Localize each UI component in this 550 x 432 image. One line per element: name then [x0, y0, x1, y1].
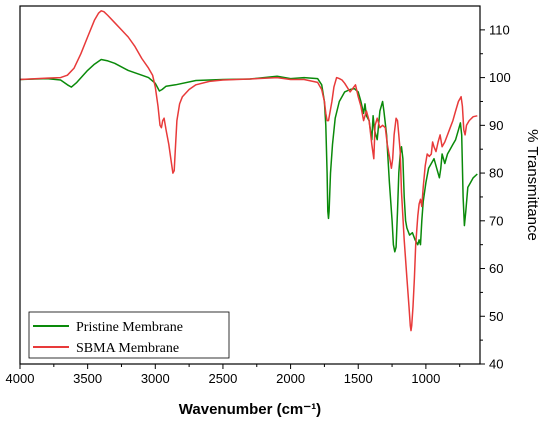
x-tick-label: 4000: [6, 371, 35, 386]
x-tick-label: 1500: [344, 371, 373, 386]
y-tick-label: 90: [489, 118, 503, 133]
x-tick-label: 3000: [141, 371, 170, 386]
y-tick-label: 40: [489, 357, 503, 372]
y-tick-label: 50: [489, 309, 503, 324]
y-tick-label: 60: [489, 261, 503, 276]
x-tick-label: 3500: [73, 371, 102, 386]
y-axis: 40 50 60 70 80 90 100 110: [480, 22, 511, 372]
x-tick-label: 2500: [208, 371, 237, 386]
legend-label-pristine: Pristine Membrane: [76, 320, 183, 335]
y-tick-label: 100: [489, 70, 511, 85]
plot-frame: [19, 5, 481, 365]
series-line-pristine: [19, 58, 478, 253]
y-tick-label: 70: [489, 213, 503, 228]
legend: Pristine Membrane SBMA Membrane: [28, 311, 230, 359]
x-tick-label: 1000: [411, 371, 440, 386]
series-line-sbma: [19, 10, 478, 332]
y-axis-title: % Transmittance: [524, 129, 541, 241]
series-layer: [19, 10, 478, 332]
y-tick-label: 110: [489, 22, 510, 37]
y-tick-label: 80: [489, 166, 503, 181]
x-tick-label: 2000: [276, 371, 305, 386]
legend-label-sbma: SBMA Membrane: [76, 341, 179, 356]
x-axis: 4000 3500 3000 2500 2000 1500 1000: [6, 364, 461, 386]
x-axis-title: Wavenumber (cm⁻¹): [179, 401, 321, 418]
legend-box: [28, 311, 230, 359]
